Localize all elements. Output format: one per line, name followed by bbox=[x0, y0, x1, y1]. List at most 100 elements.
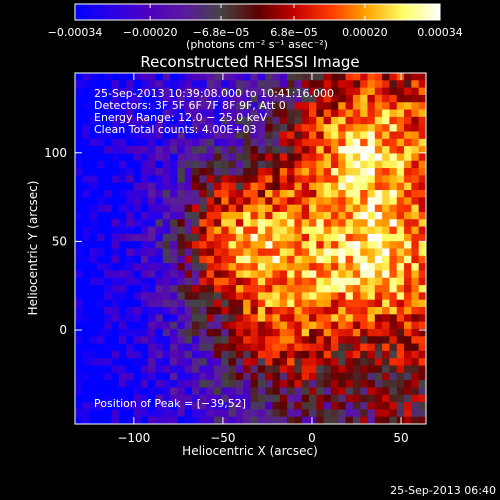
heatmap-cell bbox=[243, 285, 252, 293]
heatmap-cell bbox=[272, 277, 281, 286]
heatmap-cell bbox=[170, 190, 178, 198]
heatmap-cell bbox=[184, 402, 193, 410]
heatmap-cell bbox=[221, 219, 230, 228]
heatmap-cell bbox=[221, 409, 230, 418]
heatmap-cell bbox=[75, 109, 83, 118]
heatmap-cell bbox=[382, 321, 391, 330]
heatmap-cell bbox=[140, 102, 149, 111]
heatmap-cell bbox=[250, 402, 259, 410]
heatmap-cell bbox=[199, 402, 208, 410]
heatmap-cell bbox=[155, 416, 164, 424]
heatmap-cell bbox=[257, 168, 266, 176]
heatmap-cell bbox=[228, 380, 237, 389]
heatmap-cell bbox=[221, 314, 230, 323]
heatmap-cell bbox=[323, 168, 332, 176]
heatmap-cell bbox=[352, 336, 361, 345]
heatmap-cell bbox=[228, 328, 237, 337]
heatmap-cell bbox=[104, 211, 113, 220]
heatmap-cell bbox=[96, 248, 105, 257]
heatmap-cell bbox=[104, 175, 113, 184]
heatmap-cell bbox=[118, 270, 127, 279]
heatmap-cell bbox=[199, 146, 208, 155]
heatmap-cell bbox=[418, 80, 426, 89]
heatmap-cell bbox=[382, 402, 391, 410]
heatmap-cell bbox=[367, 226, 376, 235]
heatmap-cell bbox=[243, 365, 252, 374]
heatmap-cell bbox=[330, 328, 339, 337]
heatmap-cell bbox=[338, 138, 347, 147]
heatmap-cell bbox=[206, 175, 215, 184]
heatmap-cell bbox=[272, 255, 281, 264]
heatmap-cell bbox=[184, 387, 193, 396]
heatmap-cell bbox=[155, 380, 164, 389]
heatmap-cell bbox=[148, 197, 157, 206]
heatmap-cell bbox=[170, 73, 178, 81]
heatmap-cell bbox=[272, 182, 281, 191]
heatmap-cell bbox=[338, 292, 347, 301]
heatmap-cell bbox=[257, 277, 266, 286]
heatmap-cell bbox=[111, 87, 120, 96]
heatmap-cell bbox=[162, 409, 171, 418]
heatmap-cell bbox=[155, 255, 164, 264]
heatmap-cell bbox=[287, 307, 295, 315]
heatmap-cell bbox=[301, 153, 310, 162]
heatmap-cell bbox=[177, 131, 186, 140]
heatmap-cell bbox=[316, 416, 325, 424]
heatmap-cell bbox=[250, 204, 259, 213]
heatmap-cell bbox=[418, 211, 426, 220]
heatmap-cell bbox=[126, 182, 135, 191]
heatmap-cell bbox=[184, 168, 193, 176]
heatmap-cell bbox=[133, 255, 142, 264]
heatmap-cell bbox=[140, 365, 149, 374]
heatmap-cell bbox=[206, 409, 215, 418]
heatmap-cell bbox=[257, 94, 266, 103]
heatmap-cell bbox=[111, 336, 120, 345]
heatmap-cell bbox=[316, 314, 325, 323]
heatmap-cell bbox=[411, 328, 420, 337]
heatmap-cell bbox=[265, 219, 274, 228]
heatmap-cell bbox=[265, 285, 274, 293]
heatmap-cell bbox=[155, 241, 164, 250]
heatmap-cell bbox=[104, 292, 113, 301]
heatmap-cell bbox=[155, 197, 164, 206]
heatmap-cell bbox=[118, 146, 127, 155]
heatmap-cell bbox=[404, 116, 412, 125]
heatmap-cell bbox=[199, 153, 208, 162]
heatmap-cell bbox=[104, 94, 113, 103]
heatmap-cell bbox=[213, 336, 222, 345]
heatmap-cell bbox=[301, 285, 310, 293]
heatmap-cell bbox=[309, 350, 317, 359]
heatmap-cell bbox=[206, 190, 215, 198]
heatmap-cell bbox=[374, 270, 383, 279]
heatmap-cell bbox=[301, 358, 310, 367]
heatmap-cell bbox=[104, 328, 113, 337]
heatmap-cell bbox=[177, 211, 186, 220]
heatmap-cell bbox=[294, 116, 303, 125]
heatmap-cell bbox=[338, 321, 347, 330]
heatmap-cell bbox=[330, 292, 339, 301]
heatmap-cell bbox=[257, 285, 266, 293]
heatmap-cell bbox=[374, 219, 383, 228]
heatmap-cell bbox=[213, 109, 222, 118]
heatmap-cell bbox=[257, 153, 266, 162]
heatmap-cell bbox=[162, 87, 171, 96]
heatmap-cell bbox=[111, 358, 120, 367]
heatmap-cell bbox=[272, 248, 281, 257]
heatmap-cell bbox=[177, 219, 186, 228]
heatmap-cell bbox=[75, 124, 83, 133]
heatmap-cell bbox=[170, 160, 178, 169]
heatmap-cell bbox=[360, 321, 369, 330]
heatmap-cell bbox=[316, 146, 325, 155]
heatmap-cell bbox=[411, 248, 420, 257]
heatmap-cell bbox=[360, 182, 369, 191]
heatmap-cell bbox=[367, 138, 376, 147]
heatmap-cell bbox=[140, 73, 149, 81]
heatmap-cell bbox=[287, 321, 295, 330]
chart-title: Reconstructed RHESSI Image bbox=[140, 53, 359, 71]
heatmap-cell bbox=[75, 241, 83, 250]
heatmap-cell bbox=[184, 211, 193, 220]
heatmap-cell bbox=[338, 380, 347, 389]
heatmap-cell bbox=[279, 138, 288, 147]
heatmap-cell bbox=[396, 365, 405, 374]
heatmap-cell bbox=[279, 387, 288, 396]
